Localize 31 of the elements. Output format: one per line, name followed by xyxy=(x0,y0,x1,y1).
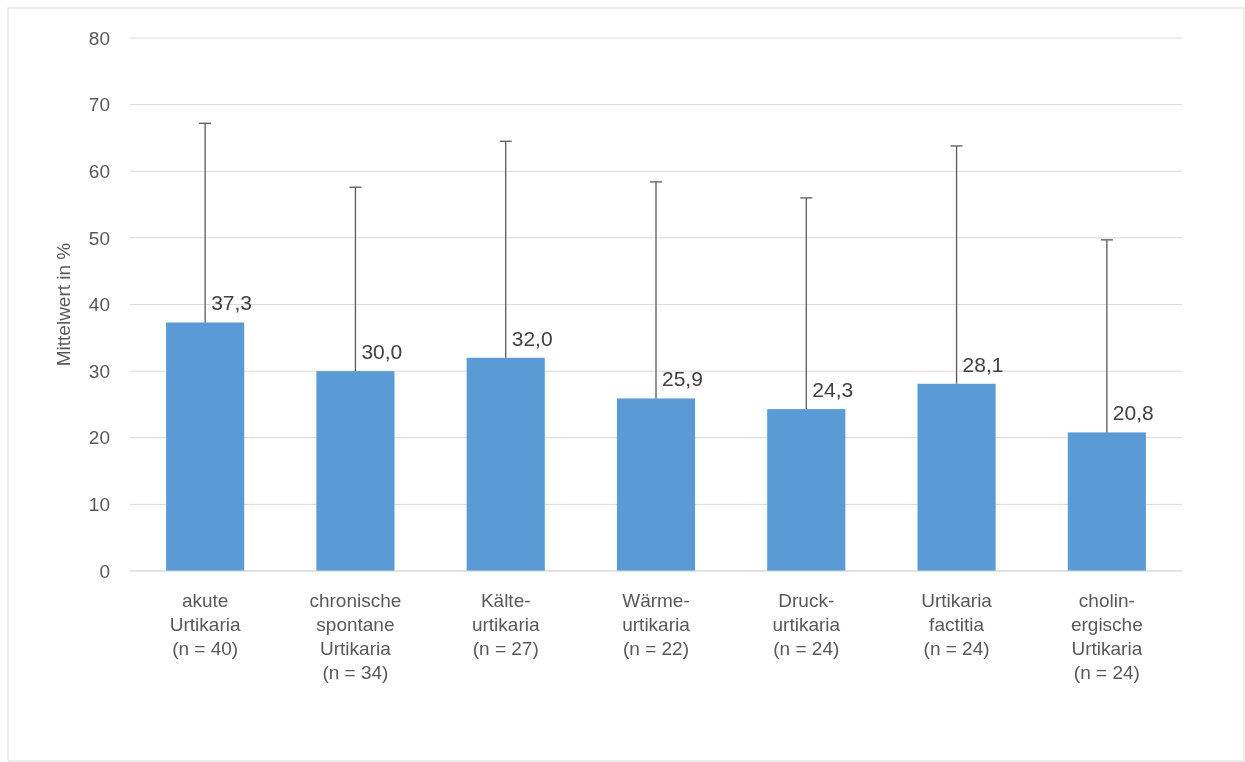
bar xyxy=(166,322,245,571)
y-tick-label: 60 xyxy=(88,160,110,182)
data-label: 32,0 xyxy=(511,326,553,350)
x-tick-label: Wärme- urtikaria (n = 22) xyxy=(622,590,691,659)
y-tick-label: 80 xyxy=(88,27,110,49)
data-label: 20,8 xyxy=(1112,401,1154,425)
data-label: 28,1 xyxy=(962,352,1004,376)
data-label: 24,3 xyxy=(812,378,854,402)
bar xyxy=(1067,432,1146,571)
bar xyxy=(616,398,696,571)
y-tick-label: 10 xyxy=(88,494,110,516)
x-tick-label: Druck- urtikaria (n = 24) xyxy=(772,590,841,659)
data-label: 25,9 xyxy=(662,367,703,391)
bar xyxy=(466,357,545,571)
x-tick-label: chronische spontane Urtikaria (n = 34) xyxy=(309,590,402,683)
data-label: 30,0 xyxy=(361,340,403,364)
y-tick-label: 40 xyxy=(88,294,110,316)
data-label: 37,3 xyxy=(211,291,253,315)
x-tick-label: cholin- ergische Urtikaria (n = 24) xyxy=(1070,590,1143,683)
bar xyxy=(316,371,395,571)
x-tick-label: Urtikaria factitia (n = 24) xyxy=(921,590,993,659)
bar xyxy=(767,409,846,571)
x-tick-label: akute Urtikaria (n = 40) xyxy=(169,590,241,659)
y-tick-label: 50 xyxy=(88,227,110,249)
y-tick-label: 20 xyxy=(88,427,110,449)
bar xyxy=(917,383,996,571)
y-axis-title: Mittelwert in % xyxy=(53,242,74,367)
y-tick-label: 30 xyxy=(88,360,110,382)
y-tick-label: 70 xyxy=(88,94,110,116)
y-tick-label: 0 xyxy=(99,560,110,582)
x-tick-label: Kälte- urtikaria (n = 27) xyxy=(471,590,540,659)
